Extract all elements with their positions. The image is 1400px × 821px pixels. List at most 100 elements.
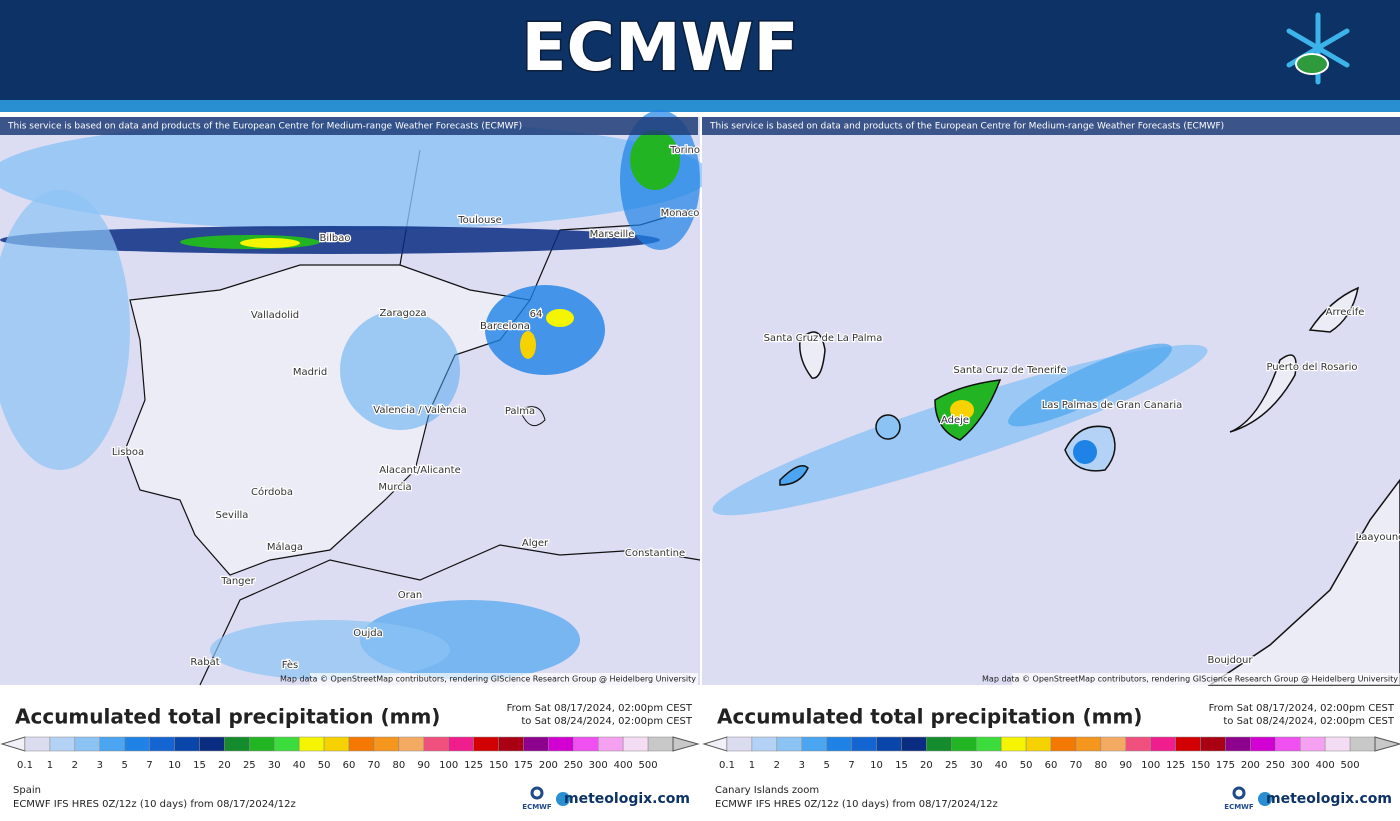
ecmwf-logo: ECMWF	[522, 803, 552, 811]
snowflake-logo	[1286, 12, 1350, 85]
notice-bar	[702, 117, 1400, 135]
attribution: Map data © OpenStreetMap contributors, r…	[982, 675, 1398, 684]
place-label: Málaga	[267, 541, 303, 553]
colorbar-label: 200	[1241, 760, 1260, 771]
colorbar-label: 25	[945, 760, 958, 771]
colorbar-box	[975, 736, 1002, 752]
colorbar-box	[49, 736, 76, 752]
colorbar-label: 125	[1166, 760, 1185, 771]
colorbar-label: 70	[1070, 760, 1083, 771]
place-label: Oran	[398, 590, 422, 601]
colorbar-label: 400	[614, 760, 633, 771]
place-label: Laayoune	[1356, 532, 1400, 543]
colorbar-box	[548, 736, 574, 752]
colorbar-arrow	[1374, 736, 1400, 752]
colorbar-box	[224, 736, 250, 752]
place-label: Palma	[505, 406, 535, 417]
place-label: Arrecife	[1326, 307, 1365, 318]
place-label: Fès	[282, 659, 299, 671]
colorbar-box	[1250, 736, 1276, 752]
colorbar-box	[647, 736, 674, 752]
colorbar-label: 5	[824, 760, 830, 771]
ecmwf-logo: ECMWF	[1224, 803, 1254, 811]
colorbar-box	[573, 736, 599, 752]
colorbar-label: 0.1	[17, 760, 33, 771]
colorbar-arrow	[0, 736, 26, 752]
colorbar-label: 300	[1291, 760, 1310, 771]
colorbar-box	[1299, 736, 1326, 752]
colorbar-label: 150	[489, 760, 508, 771]
colorbar-box	[1275, 736, 1301, 752]
colorbar-box	[99, 736, 125, 752]
region: Spain	[13, 785, 41, 796]
colorbar-label: 10	[870, 760, 883, 771]
place-label: Sevilla	[216, 510, 249, 521]
colorbar-box	[174, 736, 200, 752]
colorbar-label: 10	[168, 760, 181, 771]
colorbar-box	[199, 736, 225, 752]
colorbar-label: 150	[1191, 760, 1210, 771]
colorbar-label: 3	[799, 760, 805, 771]
colorbar-box	[1324, 736, 1351, 752]
colorbar-box	[597, 736, 624, 752]
colorbar-label: 500	[1341, 760, 1360, 771]
place-label: Toulouse	[457, 215, 501, 226]
colorbar-label: 40	[293, 760, 306, 771]
place-label: Las Palmas de Gran Canaria	[1042, 400, 1183, 411]
colorbar-label: 15	[895, 760, 908, 771]
colorbar-box	[1050, 736, 1077, 752]
place-label: Lisboa	[112, 447, 144, 458]
colorbar-label: 50	[1020, 760, 1033, 771]
colorbar-label: 250	[564, 760, 583, 771]
colorbar-box	[498, 736, 524, 752]
colorbar-box	[149, 736, 175, 752]
place-label: Bilbao	[319, 233, 350, 244]
colorbar-label: 80	[1094, 760, 1107, 771]
colorbar-box	[776, 736, 803, 752]
place-label: Monaco	[661, 208, 700, 219]
place-label: 64	[530, 309, 543, 320]
legend-title: Accumulated total precipitation (mm)	[717, 705, 1142, 729]
place-label: Santa Cruz de La Palma	[764, 333, 883, 344]
colorbar-box	[901, 736, 927, 752]
notice: This service is based on data and produc…	[709, 122, 1224, 132]
colorbar-label: 400	[1316, 760, 1335, 771]
map-spain	[0, 110, 710, 686]
period: to Sat 08/24/2024, 02:00pm CEST	[1223, 716, 1395, 727]
colorbar-box	[1150, 736, 1176, 752]
colorbar-label: 5	[122, 760, 128, 771]
brand: meteologix.com	[564, 791, 690, 807]
colorbar-box	[751, 736, 778, 752]
colorbar-box	[801, 736, 827, 752]
colorbar-box	[726, 736, 753, 752]
colorbar-label: 20	[920, 760, 933, 771]
brand: meteologix.com	[1266, 791, 1392, 807]
colorbar-label: 20	[218, 760, 231, 771]
place-label: Alacant/Alicante	[379, 465, 460, 476]
notice: This service is based on data and produc…	[7, 122, 522, 132]
colorbar-box	[851, 736, 877, 752]
colorbar-label: 100	[1141, 760, 1160, 771]
header-bar	[0, 0, 1400, 100]
colorbar-label: 25	[243, 760, 256, 771]
colorbar-box	[1000, 736, 1027, 752]
colorbar-label: 100	[439, 760, 458, 771]
place-label: Torino	[669, 145, 700, 156]
place-label: Rabat	[190, 657, 219, 668]
colorbar-box	[323, 736, 350, 752]
map-canary	[702, 117, 1400, 686]
place-label: Zaragoza	[379, 308, 426, 319]
colorbar-label: 60	[1045, 760, 1058, 771]
colorbar-label: 7	[848, 760, 854, 771]
colorbar-box	[348, 736, 375, 752]
colorbar-box	[1100, 736, 1127, 752]
colorbar-box	[826, 736, 852, 752]
ecmwf-icon	[530, 786, 544, 800]
place-label: Tanger	[220, 576, 255, 587]
colorbar-label: 70	[368, 760, 381, 771]
colorbar-box	[124, 736, 150, 752]
place-label: Marseille	[590, 229, 635, 240]
colorbar-box	[876, 736, 902, 752]
colorbar-label: 1	[47, 760, 53, 771]
model: ECMWF IFS HRES 0Z/12z (10 days) from 08/…	[13, 799, 296, 810]
